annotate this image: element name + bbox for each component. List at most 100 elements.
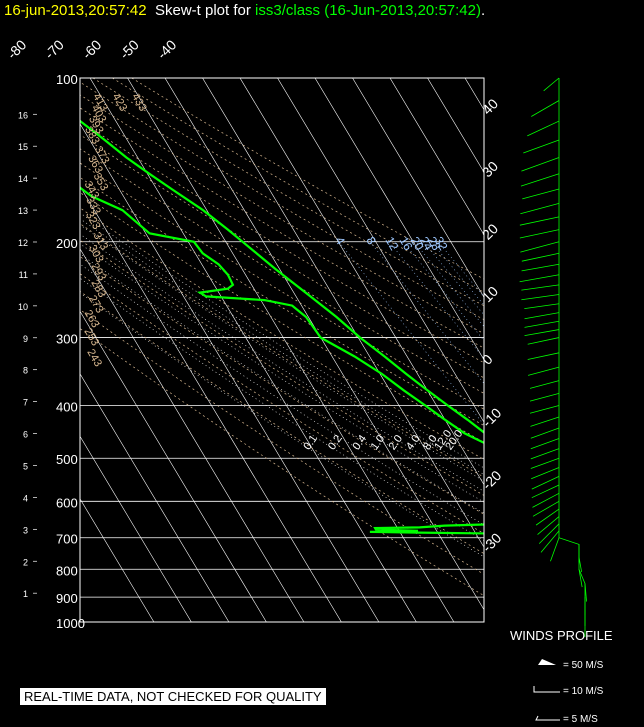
mixing-ratio-label-28: 28 — [425, 234, 444, 253]
isobar-label-200: 200 — [56, 236, 78, 251]
height-label-3: 3 — [23, 525, 28, 535]
title-station: iss3/class (16-Jun-2013,20:57:42) — [255, 2, 481, 19]
isobar-label-900: 900 — [56, 591, 78, 606]
height-label-2: 2 — [23, 557, 28, 567]
isotherm-right-label--20: -20 — [479, 467, 505, 493]
wind-barb-540 — [531, 476, 560, 490]
wind-barb-280 — [524, 320, 560, 328]
wind-barb-460 — [530, 438, 560, 450]
dry-adiabat-283 — [80, 256, 484, 515]
isotherm-right-label-30: 30 — [479, 158, 501, 180]
isotherm-label--80: -80 — [4, 36, 30, 62]
wind-barb-320 — [527, 352, 560, 360]
moist-adiabat-8.0 — [80, 224, 484, 482]
wind-barb-380 — [529, 393, 560, 402]
wind-barb-230 — [519, 274, 560, 283]
isotherm-label--60: -60 — [79, 36, 105, 62]
qc-banner: REAL-TIME DATA, NOT CHECKED FOR QUALITY — [20, 688, 326, 705]
mixing-ratio-32 — [437, 241, 484, 298]
wind-barb-190 — [519, 229, 560, 239]
dry-adiabat-243 — [80, 328, 484, 597]
isotherm--90 — [80, 248, 305, 622]
wind-barb-240 — [521, 284, 560, 291]
wind-barb-250 — [521, 294, 560, 301]
temperature-profile — [80, 119, 484, 434]
wind-barb-340 — [527, 366, 560, 376]
dry-adiabat-label-433: 433 — [129, 92, 149, 114]
height-label-16: 16 — [18, 110, 28, 120]
isotherm-30 — [427, 78, 484, 173]
wind-legend-5: = 5 M/S — [563, 714, 598, 725]
isobar-label-700: 700 — [56, 532, 78, 547]
dry-adiabat-253 — [80, 309, 484, 575]
wind-barb-600 — [532, 500, 560, 517]
wind-legend-50: = 50 M/S — [563, 660, 604, 671]
wind-barb-270 — [524, 312, 560, 320]
mixing-ratio-label-16: 16 — [397, 234, 416, 253]
height-label-13: 13 — [18, 206, 28, 216]
plot-frame — [79, 77, 485, 623]
height-label-6: 6 — [23, 430, 28, 440]
grid-lines — [80, 78, 644, 622]
wind-barb-180 — [519, 216, 560, 226]
isotherm-10 — [352, 78, 484, 298]
mixing-ratio-label-8: 8 — [363, 234, 379, 247]
isotherm--70 — [80, 123, 380, 622]
height-label-1: 1 — [23, 589, 28, 599]
isobar-label-500: 500 — [56, 452, 78, 467]
mixing-ratio-8 — [369, 241, 484, 384]
isotherm--110 — [80, 373, 230, 622]
isobar-label-100: 100 — [56, 72, 78, 87]
wind-barb-500 — [530, 457, 560, 469]
wind-barb-100 — [543, 77, 560, 92]
dry-adiabat-423 — [112, 78, 484, 293]
height-label-9: 9 — [23, 334, 28, 344]
mixing-ratio-12 — [388, 241, 484, 359]
wind-barb-400 — [529, 405, 560, 414]
isotherm-50 — [503, 78, 644, 622]
title-date: 16-jun-2013,20:57:42 — [4, 2, 147, 19]
isobar-label-600: 600 — [56, 495, 78, 510]
isobar-label-300: 300 — [56, 332, 78, 347]
height-label-5: 5 — [23, 461, 28, 471]
dewpoint-profile — [80, 186, 484, 535]
wind-barb-440 — [530, 427, 560, 439]
wind-barb-110 — [531, 100, 560, 117]
wind-barb-760 — [578, 557, 582, 573]
wind-legend-half-barb-icon — [535, 715, 560, 721]
moist-adiabat-label-2.0: 2.0 — [386, 433, 405, 452]
wind-barb-420 — [530, 416, 560, 427]
wind-barb-170 — [520, 202, 560, 215]
isobar-label-800: 800 — [56, 563, 78, 578]
wind-barb-620 — [535, 508, 560, 526]
wind-barb-680 — [540, 530, 560, 553]
wind-barb-300 — [527, 337, 560, 345]
isotherm-right-label-40: 40 — [479, 95, 501, 117]
height-label-10: 10 — [18, 302, 28, 312]
dry-adiabat-263 — [80, 290, 484, 555]
wind-barb-220 — [521, 263, 560, 272]
wind-barb-850 — [584, 583, 587, 602]
title-prefix: Skew-t plot for — [154, 2, 251, 19]
isotherm--10 — [277, 78, 484, 423]
wind-legend-flag-icon — [538, 659, 556, 665]
isotherm-right-label-0: 0 — [479, 351, 496, 368]
isotherm--20 — [239, 78, 484, 486]
isotherm-20 — [389, 78, 484, 236]
wind-barb-660 — [538, 523, 560, 544]
isotherm-label--50: -50 — [116, 36, 142, 62]
wind-barb-560 — [531, 484, 560, 499]
mixing-ratio-label-12: 12 — [383, 234, 402, 253]
dry-adiabat-label-243: 243 — [84, 347, 104, 369]
moist-adiabat-label-0.1: 0.1 — [301, 433, 320, 452]
isotherm-label--40: -40 — [154, 36, 180, 62]
height-label-8: 8 — [23, 366, 28, 376]
moist-adiabat-label-0.2: 0.2 — [326, 433, 345, 452]
wind-barb-360 — [529, 380, 560, 389]
wind-barb-260 — [524, 303, 560, 310]
moist-adiabat-label-1.0: 1.0 — [369, 433, 388, 452]
mixing-ratio-label-24: 24 — [417, 234, 436, 253]
isotherm--130 — [80, 498, 155, 622]
wind-barb-480 — [530, 448, 560, 460]
